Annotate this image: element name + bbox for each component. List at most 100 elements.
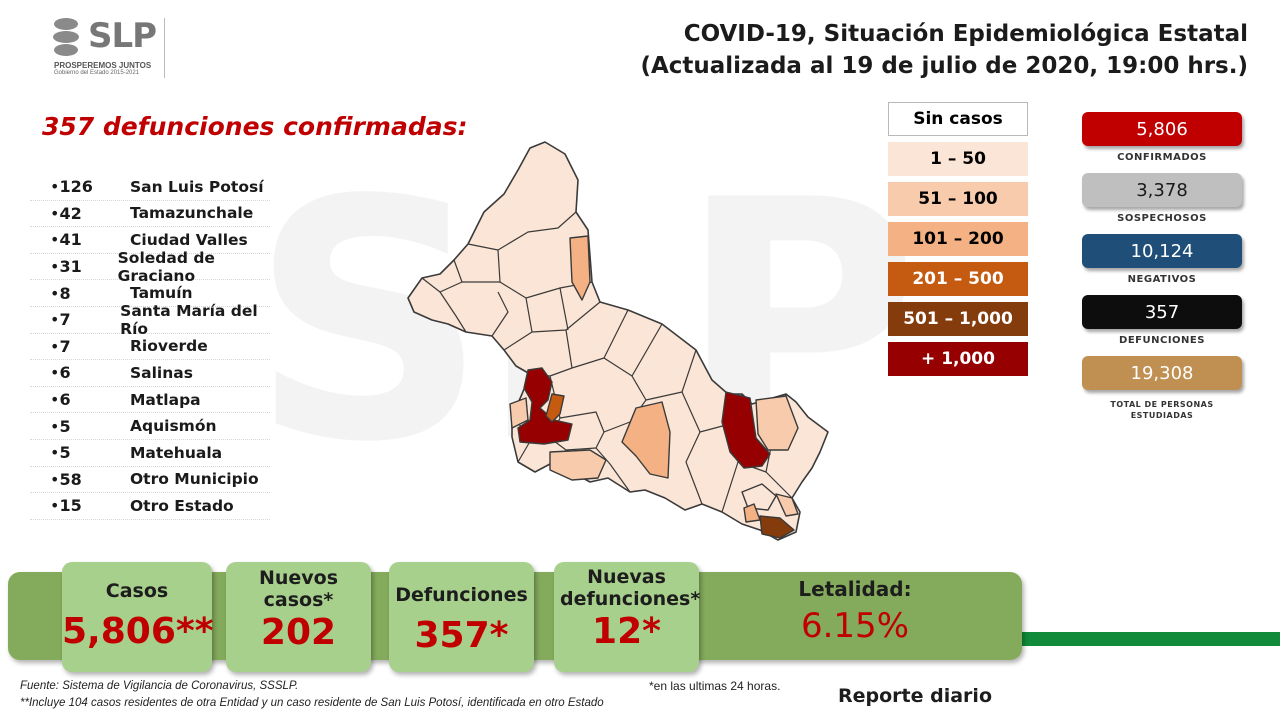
- municipality-name: Otro Municipio: [130, 470, 259, 489]
- slp-logo: SLP PROSPEREMOS JUNTOS Gobierno del Esta…: [52, 12, 172, 82]
- municipality-count: 6: [30, 363, 130, 382]
- map-region-tamuin: [755, 395, 799, 451]
- map-region-matehuala: [569, 235, 591, 301]
- map-region-huasteca-1: [741, 483, 777, 511]
- municipality-name: Otro Estado: [130, 496, 234, 515]
- map-region-north: [407, 141, 829, 541]
- municipality-name: Santa María del Río: [120, 301, 258, 338]
- municipality-name: Salinas: [130, 363, 193, 382]
- nuevas-defunciones-value: 12*: [592, 611, 661, 652]
- municipality-name: Tamazunchale: [130, 204, 254, 223]
- map-region-tamazunchale: [759, 515, 795, 539]
- map-region-slp-capital: [517, 367, 573, 445]
- letalidad-label: Letalidad:: [798, 577, 912, 601]
- nuevos-casos-card: Nuevos casos* 202: [226, 562, 371, 672]
- legend-item: Sin casos: [888, 102, 1028, 136]
- page-title: COVID-19, Situación Epidemiológica Estat…: [640, 18, 1248, 82]
- municipality-count: 41: [30, 230, 130, 249]
- nuevos-casos-value: 202: [260, 612, 337, 653]
- stat-label: DEFUNCIONES: [1119, 335, 1205, 346]
- municipality-count: 7: [30, 337, 130, 356]
- municipality-count: 15: [30, 496, 130, 515]
- map-region-huasteca-3: [775, 493, 799, 517]
- stat-label: NEGATIVOS: [1127, 274, 1197, 285]
- stat-label: TOTAL DE PERSONAS ESTUDIADAS: [1110, 400, 1214, 420]
- municipality-count: 5: [30, 443, 130, 462]
- municipality-count: 6: [30, 390, 130, 409]
- municipality-name: Matehuala: [130, 443, 223, 462]
- defunciones-value: 357*: [414, 615, 509, 656]
- logo-brand: SLP: [88, 16, 157, 56]
- map-region-south-peach: [549, 449, 607, 481]
- stat-label: CONFIRMADOS: [1117, 152, 1207, 163]
- map-legend: Sin casos 1 – 50 51 – 100 101 – 200 201 – 50…: [888, 102, 1028, 382]
- defunciones-label: Defunciones: [395, 584, 528, 606]
- deaths-heading: 357 defunciones confirmadas:: [42, 112, 468, 141]
- stat-value: 19,308: [1082, 356, 1242, 390]
- legend-item: 101 – 200: [888, 222, 1028, 256]
- stat-value: 10,124: [1082, 234, 1242, 268]
- municipality-count: 5: [30, 417, 130, 436]
- municipality-name: Ciudad Valles: [130, 230, 248, 249]
- municipality-count: 31: [30, 257, 118, 276]
- report-title: Reporte diario: [838, 685, 992, 707]
- legend-item: 201 – 500: [888, 262, 1028, 296]
- map-region-rioverde: [621, 401, 671, 479]
- nuevas-defunciones-card: Nuevas defunciones* 12*: [554, 562, 701, 672]
- map-region-ciudad-valles: [721, 391, 771, 469]
- legend-item: 51 – 100: [888, 182, 1028, 216]
- logo-divider: [164, 18, 165, 78]
- casos-label: Casos: [105, 580, 169, 602]
- stat-value: 357: [1082, 295, 1242, 329]
- slp-logo-mark-icon: [53, 18, 79, 56]
- letalidad-block: Letalidad: 6.15%: [760, 578, 950, 646]
- municipality-name: Rioverde: [130, 337, 208, 356]
- legend-item: + 1,000: [888, 342, 1028, 376]
- title-line-2: (Actualizada al 19 de julio de 2020, 19:…: [640, 53, 1248, 79]
- footer-source: Fuente: Sistema de Vigilancia de Coronav…: [20, 680, 299, 692]
- municipality-count: 58: [30, 470, 130, 489]
- municipality-count: 42: [30, 204, 130, 223]
- municipality-name: Matlapa: [130, 390, 201, 409]
- stat-value: 5,806: [1082, 112, 1242, 146]
- legend-item: 501 – 1,000: [888, 302, 1028, 336]
- state-map: [407, 141, 829, 541]
- nuevos-casos-label: Nuevos casos*: [258, 567, 339, 611]
- letalidad-value: 6.15%: [800, 606, 909, 646]
- logo-period: Gobierno del Estado 2015-2021: [54, 70, 140, 76]
- nuevas-defunciones-label: Nuevas defunciones*: [560, 566, 701, 610]
- municipality-name: San Luis Potosí: [130, 177, 264, 196]
- municipality-name: Tamuín: [130, 284, 193, 303]
- footer-last24: *en las ultimas 24 horas.: [649, 679, 781, 693]
- stat-label: SOSPECHOSOS: [1117, 213, 1207, 224]
- casos-card: Casos 5,806**: [62, 562, 214, 672]
- green-stripe: [1015, 632, 1280, 646]
- map-region-west-peach: [509, 397, 529, 429]
- defunciones-card: Defunciones 357*: [389, 562, 534, 672]
- stats-panel: 5,806 CONFIRMADOS 3,378 SOSPECHOSOS 10,124 NE…: [1082, 112, 1242, 431]
- municipality-name: Soledad de Graciano: [117, 248, 215, 285]
- municipality-count: 7: [30, 310, 120, 329]
- legend-item: 1 – 50: [888, 142, 1028, 176]
- logo-subtitle: PROSPEREMOS JUNTOS: [54, 61, 152, 70]
- stat-value: 3,378: [1082, 173, 1242, 207]
- footer-note: **Incluye 104 casos residentes de otra E…: [20, 697, 604, 709]
- municipality-name: Aquismón: [130, 417, 217, 436]
- title-line-1: COVID-19, Situación Epidemiológica Estat…: [683, 21, 1248, 47]
- municipality-count: 8: [30, 284, 130, 303]
- municipality-count: 126: [30, 177, 130, 196]
